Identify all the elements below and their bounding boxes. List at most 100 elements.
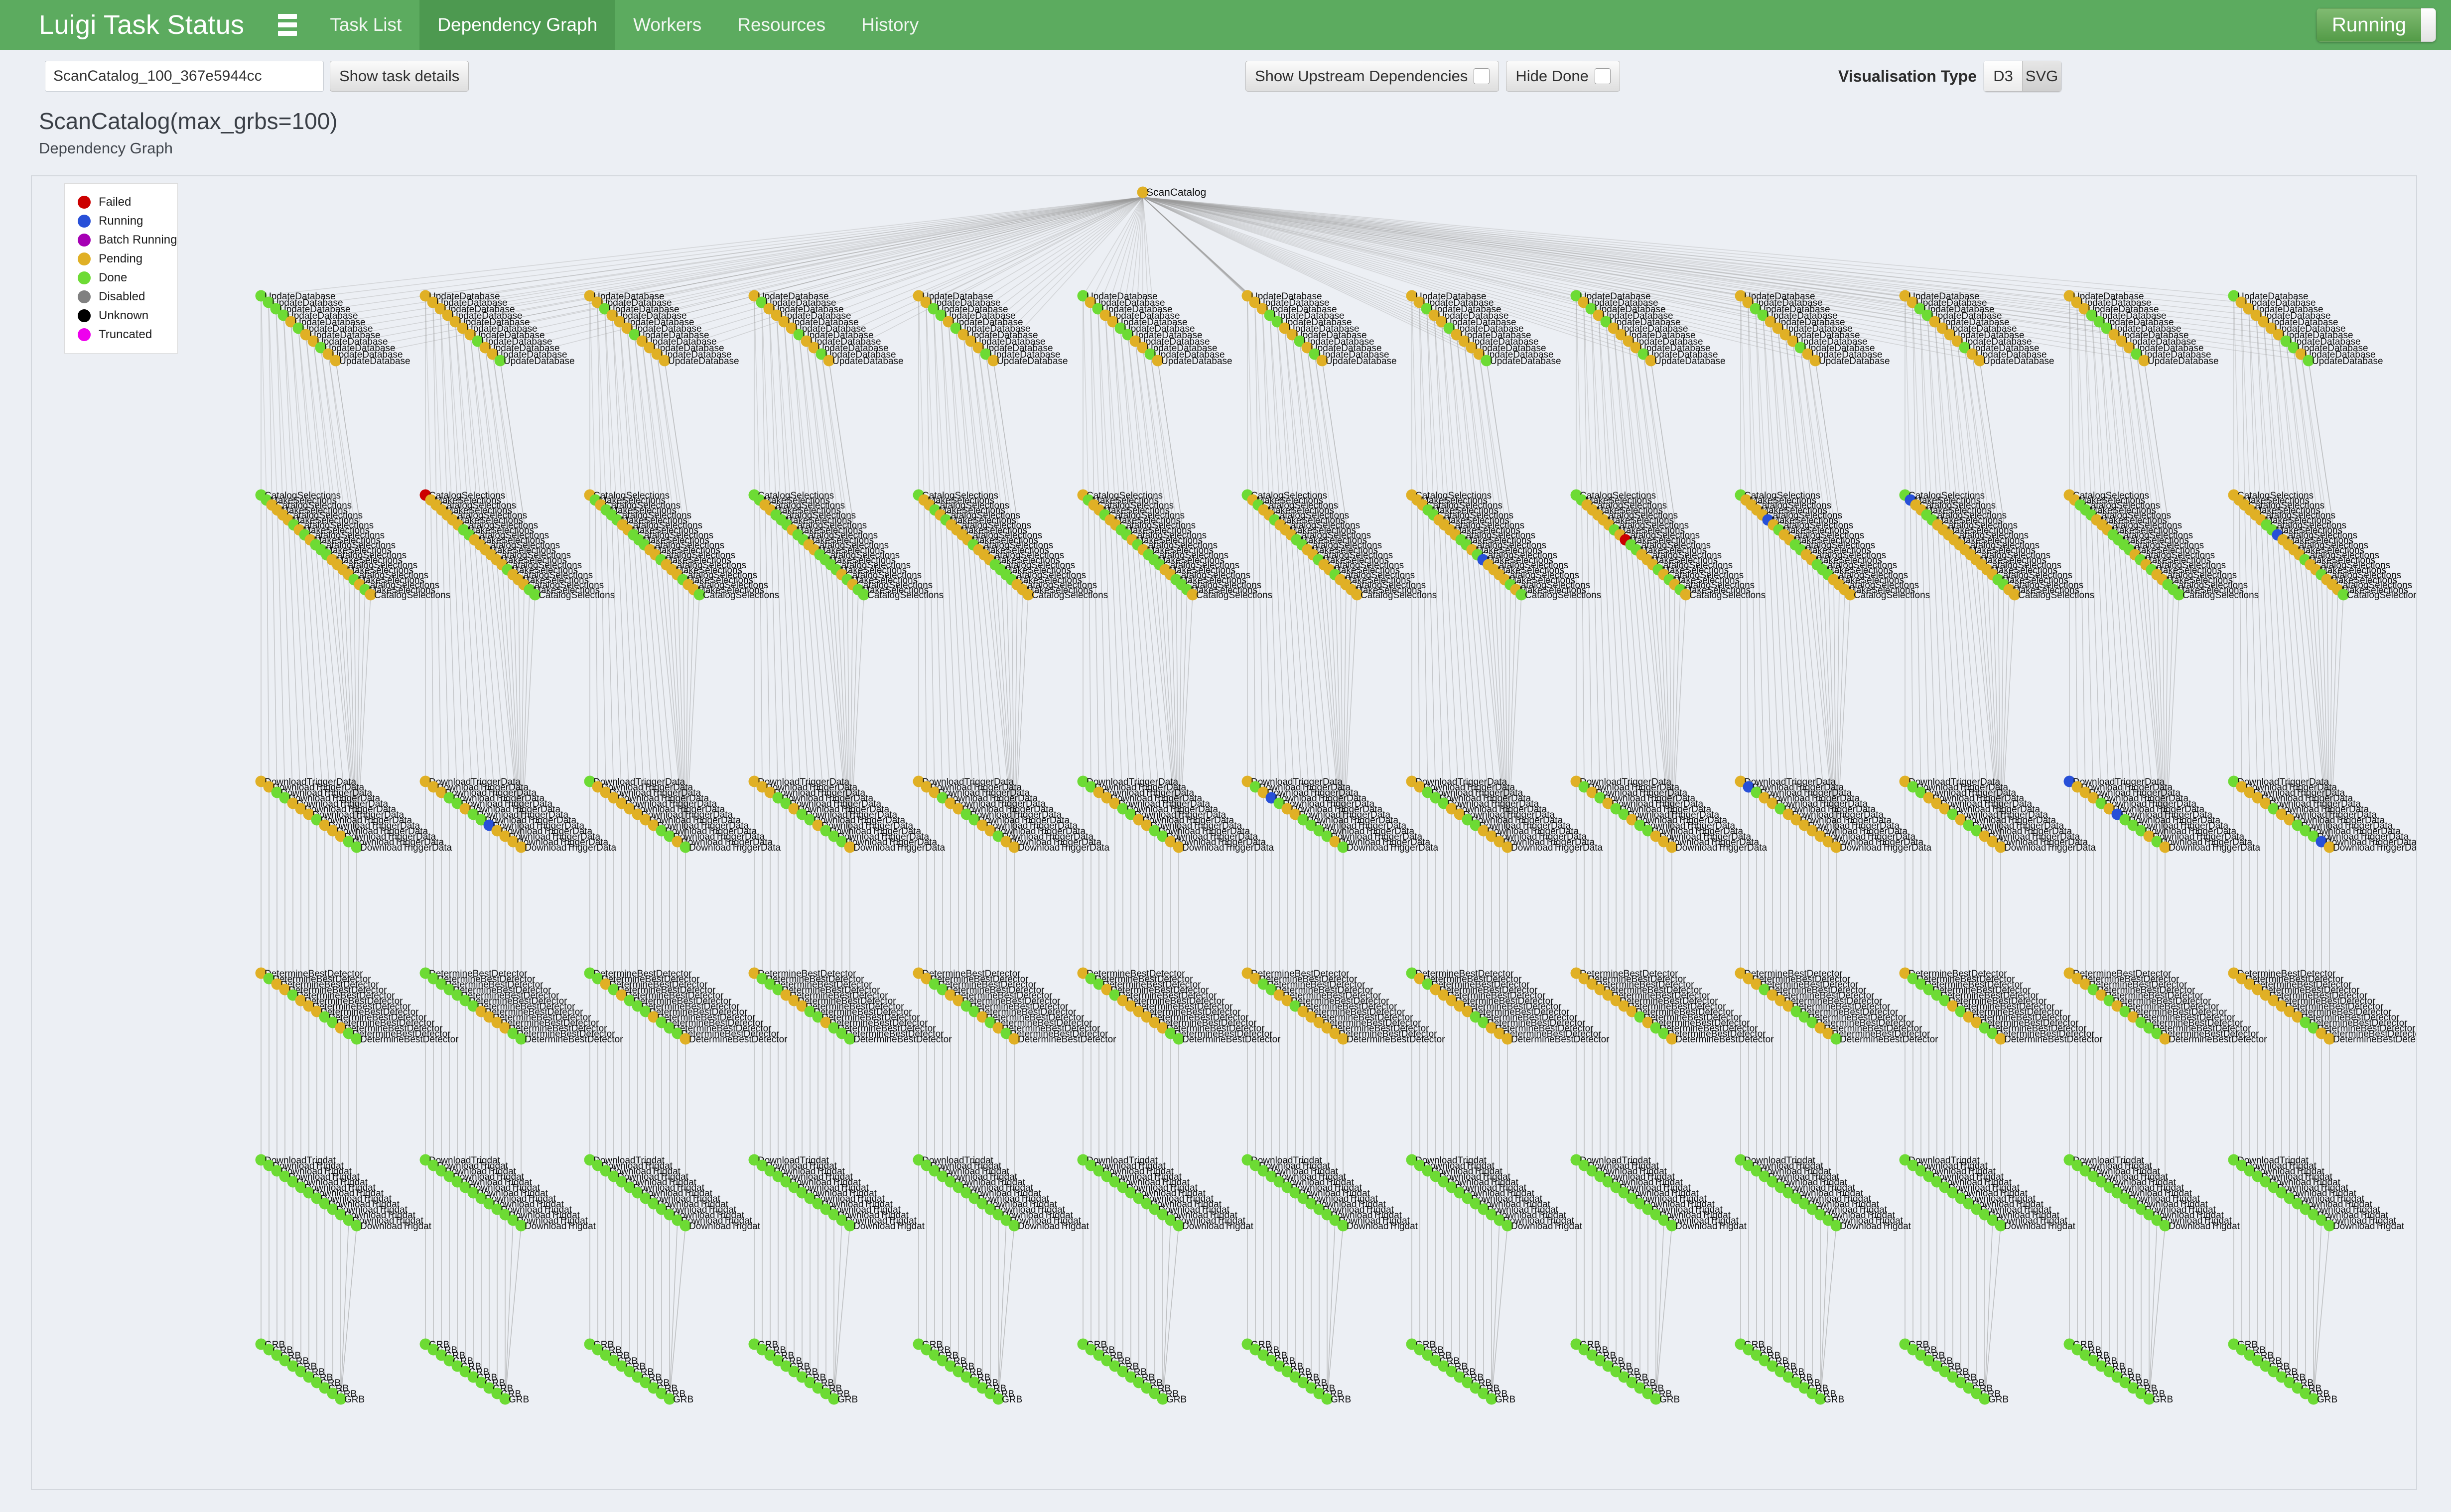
graph-node[interactable] [1594,1170,1606,1182]
graph-node[interactable] [1265,984,1277,996]
graph-node[interactable] [1305,1198,1317,1210]
graph-node[interactable] [1414,973,1426,985]
graph-node[interactable] [479,342,491,354]
graph-node[interactable] [2323,1033,2335,1045]
graph-node[interactable] [1281,1181,1293,1193]
graph-node[interactable] [322,348,334,360]
graph-node[interactable] [1165,1214,1177,1226]
graph-node[interactable] [419,775,431,787]
graph-node[interactable] [1658,1214,1670,1226]
graph-node[interactable] [929,786,941,798]
graph-node[interactable] [648,1011,660,1023]
graph-node[interactable] [976,819,988,831]
graph-node[interactable] [820,825,832,837]
graph-node[interactable] [748,290,760,302]
graph-node[interactable] [616,797,628,809]
graph-node[interactable] [968,814,980,826]
graph-node[interactable] [2095,797,2107,809]
hide-done-button[interactable]: Hide Done [1506,61,1620,92]
graph-node[interactable] [1951,335,1963,347]
graph-node[interactable] [255,967,267,979]
graph-node[interactable] [2244,786,2256,798]
graph-node[interactable] [1630,342,1642,354]
graph-node[interactable] [984,1016,996,1028]
graph-node[interactable] [592,781,604,793]
graph-node[interactable] [1615,329,1627,341]
graph-node[interactable] [457,322,469,334]
graph-node[interactable] [1642,825,1654,837]
graph-node[interactable] [327,825,339,837]
graph-node[interactable] [1117,1181,1129,1193]
graph-node[interactable] [780,1176,792,1188]
graph-node[interactable] [788,1181,800,1193]
graph-node[interactable] [796,808,808,820]
graph-node[interactable] [1602,989,1614,1001]
graph-node[interactable] [1765,316,1776,328]
graph-node[interactable] [953,995,964,1007]
graph-node[interactable] [632,808,644,820]
graph-node[interactable] [1772,322,1784,334]
graph-node[interactable] [434,303,446,315]
graph-node[interactable] [606,309,618,321]
graph-node[interactable] [788,995,800,1007]
graph-node[interactable] [1289,1187,1301,1199]
graph-node[interactable] [1133,1006,1145,1017]
graph-node[interactable] [1257,786,1269,798]
graph-node[interactable] [1305,1011,1317,1023]
graph-node[interactable] [584,1154,596,1166]
hamburger-icon[interactable] [263,0,312,50]
graph-node[interactable] [472,335,484,347]
graph-node[interactable] [1814,1022,1826,1034]
graph-node[interactable] [921,973,933,985]
graph-node[interactable] [2276,808,2288,820]
graph-node[interactable] [1093,1165,1105,1177]
graph-node[interactable] [945,1176,956,1188]
graph-node[interactable] [1422,978,1434,990]
graph-node[interactable] [365,589,377,601]
graph-node[interactable] [659,355,671,367]
graph-node[interactable] [2143,830,2155,842]
graph-node[interactable] [303,1187,315,1199]
graph-node[interactable] [1623,335,1634,347]
graph-node[interactable] [2260,989,2272,1001]
graph-node[interactable] [1421,303,1433,315]
graph-node[interactable] [335,830,347,842]
graph-node[interactable] [1406,1154,1418,1166]
graph-node[interactable] [2071,973,2083,985]
graph-node[interactable] [271,1165,283,1177]
graph-node[interactable] [1929,316,1941,328]
graph-node[interactable] [763,303,775,315]
graph-node[interactable] [651,348,663,360]
graph-node[interactable] [1798,1011,1810,1023]
graph-node[interactable] [1814,830,1826,842]
graph-node[interactable] [828,830,840,842]
graph-node[interactable] [1446,1181,1458,1193]
graph-node[interactable] [1144,348,1156,360]
graph-node[interactable] [515,1033,527,1045]
graph-node[interactable] [1454,808,1466,820]
graph-node[interactable] [644,342,656,354]
graph-node[interactable] [2101,322,2113,334]
graph-node[interactable] [1995,1033,2007,1045]
graph-node[interactable] [2103,995,2115,1007]
graph-node[interactable] [2228,967,2240,979]
graph-node[interactable] [1806,825,1818,837]
graph-node[interactable] [1578,1159,1590,1171]
graph-node[interactable] [2151,836,2163,848]
graph-node[interactable] [1666,841,1678,853]
graph-node[interactable] [1974,355,1986,367]
graph-node[interactable] [1281,995,1293,1007]
graph-node[interactable] [1608,322,1620,334]
graph-node[interactable] [1478,1203,1490,1215]
graph-node[interactable] [1122,329,1134,341]
graph-node[interactable] [1125,1000,1137,1012]
graph-node[interactable] [1578,973,1590,985]
graph-node[interactable] [351,1220,363,1232]
graph-node[interactable] [1650,1022,1662,1034]
graph-node[interactable] [1446,803,1458,815]
graph-node[interactable] [459,803,471,815]
graph-node[interactable] [801,335,813,347]
graph-node[interactable] [1637,348,1649,360]
graph-node[interactable] [1578,781,1590,793]
graph-node[interactable] [976,1198,988,1210]
